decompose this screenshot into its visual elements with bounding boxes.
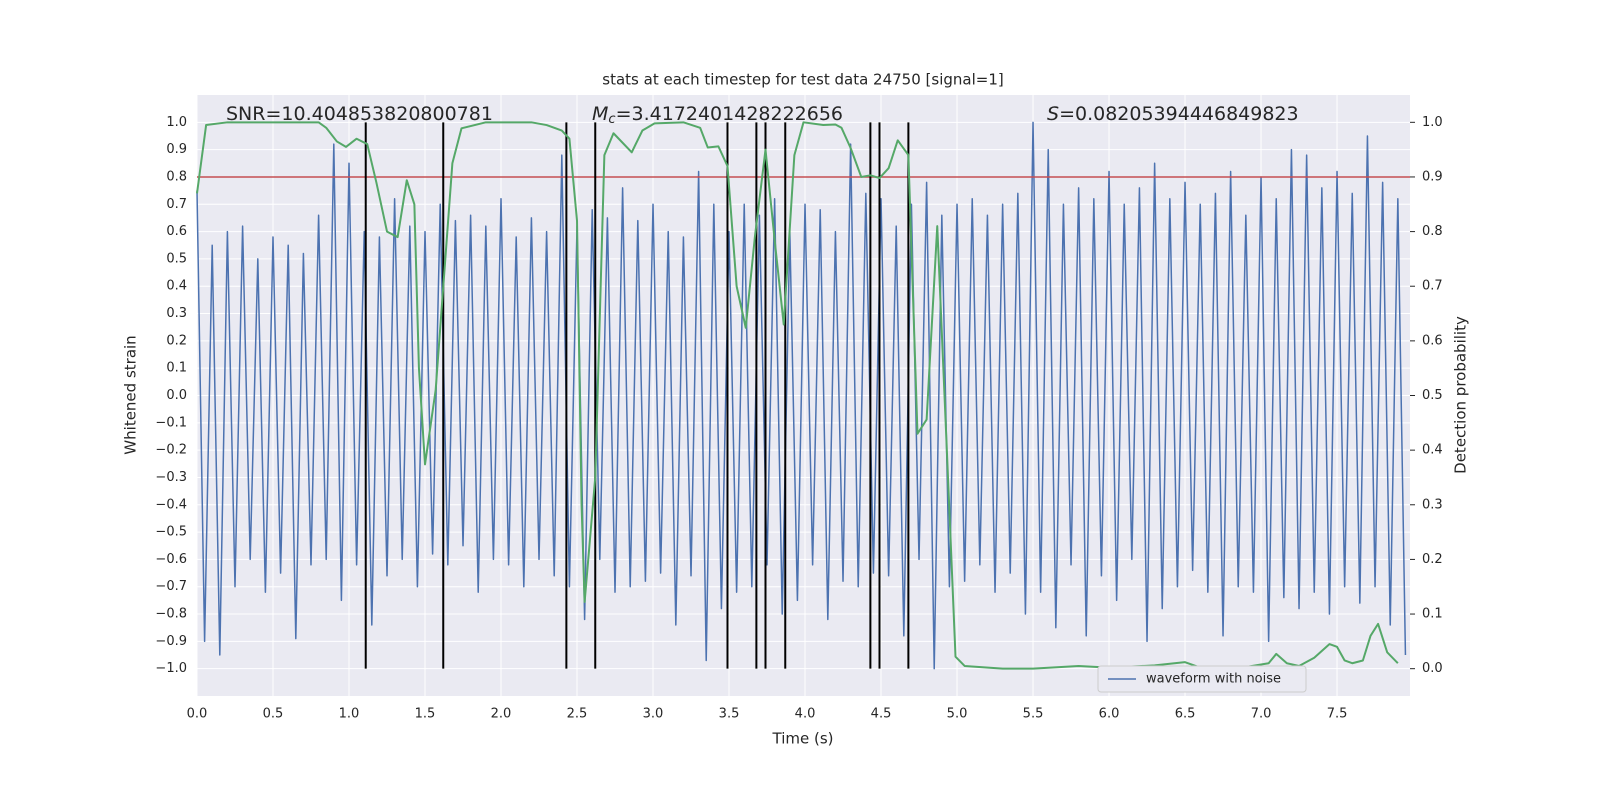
x-tick-label: 5.0	[947, 707, 968, 722]
y2-tick-label: 1.0	[1422, 115, 1443, 130]
annotation-symbol: S	[1047, 103, 1059, 125]
y-tick-label: 0.2	[166, 333, 187, 348]
series-line	[196, 121, 1407, 670]
y-tick-label: −0.9	[155, 634, 187, 649]
annotation: Mc=3.4172401428222656	[592, 103, 843, 127]
y-tick-label: 0.3	[166, 306, 187, 321]
y-tick-label: −0.3	[155, 470, 187, 485]
x-tick-label: 7.5	[1327, 707, 1348, 722]
y2-tick-label: 0.4	[1422, 443, 1443, 458]
annotation-subscript: c	[608, 112, 615, 127]
y-tick-label: −1.0	[155, 661, 187, 676]
x-tick-label: 3.5	[719, 707, 740, 722]
y2-tick-label: 0.0	[1422, 661, 1443, 676]
x-tick-label: 0.0	[187, 707, 208, 722]
x-axis-label: Time (s)	[772, 730, 834, 748]
y-tick-label: 0.6	[166, 224, 187, 239]
y-tick-label: −0.8	[155, 607, 187, 622]
annotation-text: =3.4172401428222656	[616, 103, 843, 125]
chart-title: stats at each timestep for test data 247…	[602, 71, 1003, 89]
y-tick-label: 0.0	[166, 388, 187, 403]
x-tick-label: 1.5	[415, 707, 436, 722]
x-tick-label: 4.5	[871, 707, 892, 722]
y-tick-label: −0.6	[155, 552, 187, 567]
legend-label: waveform with noise	[1146, 672, 1281, 687]
y-tick-label: 0.4	[166, 279, 187, 294]
y2-tick-label: 0.7	[1422, 279, 1443, 294]
y2-tick-label: 0.5	[1422, 388, 1443, 403]
annotation: SNR=10.404853820800781	[226, 103, 493, 125]
y-tick-label: 1.0	[166, 115, 187, 130]
x-tick-label: 4.0	[795, 707, 816, 722]
y-tick-label: −0.4	[155, 497, 187, 512]
y-axis-label: Whitened strain	[122, 335, 140, 454]
y2-tick-label: 0.3	[1422, 497, 1443, 512]
y-tick-label: 0.7	[166, 197, 187, 212]
y-tick-label: 0.1	[166, 361, 187, 376]
annotation-text: =0.08205394446849823	[1059, 103, 1299, 125]
y-tick-label: 0.5	[166, 251, 187, 266]
x-tick-label: 0.5	[263, 707, 284, 722]
x-tick-label: 6.0	[1099, 707, 1120, 722]
y-tick-label: 0.9	[166, 142, 187, 157]
y-tick-label: −0.1	[155, 415, 187, 430]
y2-tick-label: 0.6	[1422, 333, 1443, 348]
x-tick-label: 7.0	[1251, 707, 1272, 722]
y-tick-label: −0.7	[155, 579, 187, 594]
y-tick-label: −0.5	[155, 525, 187, 540]
y-tick-label: −0.2	[155, 443, 187, 458]
x-tick-label: 5.5	[1023, 707, 1044, 722]
legend-box	[1097, 665, 1307, 693]
x-tick-label: 1.0	[339, 707, 360, 722]
annotation-text: SNR=10.404853820800781	[226, 103, 493, 125]
y2-tick-label: 0.9	[1422, 169, 1443, 184]
annotation: S=0.08205394446849823	[1047, 103, 1299, 125]
y2-tick-label: 0.8	[1422, 224, 1443, 239]
y2-tick-label: 0.1	[1422, 607, 1443, 622]
annotation-symbol: M	[592, 103, 608, 125]
x-tick-label: 6.5	[1175, 707, 1196, 722]
x-tick-label: 2.5	[567, 707, 588, 722]
x-tick-label: 2.0	[491, 707, 512, 722]
y2-tick-label: 0.2	[1422, 552, 1443, 567]
y2-axis-label: Detection probability	[1452, 316, 1470, 474]
x-tick-label: 3.0	[643, 707, 664, 722]
y-tick-label: 0.8	[166, 169, 187, 184]
